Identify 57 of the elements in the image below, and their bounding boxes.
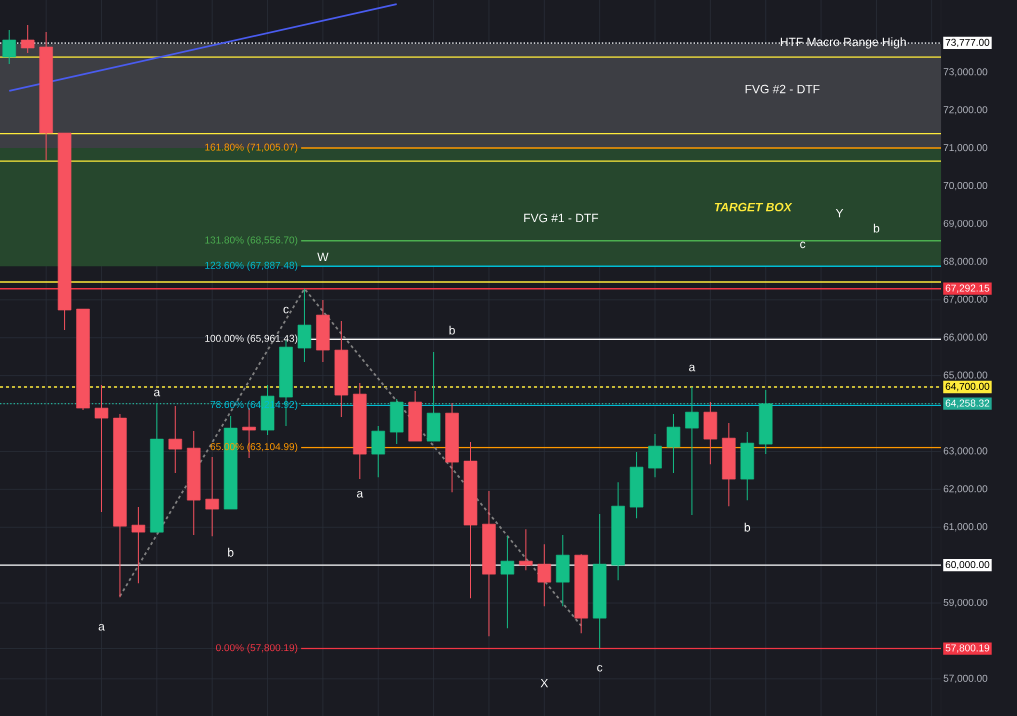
ref-line-label: 131.80% (68,556.70) [205, 236, 298, 246]
candlestick [2, 29, 16, 65]
candlestick [297, 288, 312, 363]
annotation: FVG #1 - DTF [524, 213, 599, 223]
ref-line-label: 161.80% (71,005.07) [205, 143, 298, 153]
candlestick [537, 543, 552, 607]
annotation: c [597, 664, 603, 672]
ref-line-label: 0.00% (57,800.19) [216, 643, 298, 654]
y-tick-label: 64,258.32 [945, 399, 990, 408]
candlestick [168, 405, 183, 474]
candlestick [519, 528, 533, 571]
annotation: a [98, 624, 105, 631]
y-tick-label: 57,000.00 [943, 674, 988, 683]
candlestick [205, 456, 219, 537]
y-tick-label: 68,000.00 [943, 257, 988, 267]
candlestick [685, 386, 699, 516]
y-tick-label: 70,000.00 [943, 181, 988, 191]
annotation: b [228, 547, 234, 557]
annotation: b [873, 223, 880, 233]
y-tick-label: 64,700.00 [945, 382, 990, 392]
y-tick-label: 71,000.00 [943, 144, 988, 153]
y-tick-label: 69,000.00 [943, 219, 988, 229]
candlestick [648, 433, 662, 478]
annotation: c [800, 241, 806, 249]
y-tick-label: 60,000.00 [945, 561, 990, 570]
candlestick [500, 535, 515, 629]
y-tick-label: 72,000.00 [943, 106, 988, 115]
ref-line-label: 123.60% (67,887.48) [205, 261, 298, 271]
candlestick [371, 425, 386, 478]
y-tick-label: 73,777.00 [945, 38, 990, 48]
y-tick-label: 65,000.00 [943, 371, 988, 380]
annotation: c [283, 306, 289, 314]
annotation: b [449, 325, 455, 335]
y-tick-label: 66,000.00 [943, 333, 988, 342]
ref-line-label: 100.00% (65,961.43) [205, 334, 298, 344]
annotation: a [689, 364, 696, 372]
y-tick-label: 63,000.00 [943, 447, 988, 456]
y-tick-label: 67,000.00 [943, 295, 988, 304]
candlestick [131, 506, 146, 584]
candlestick [666, 413, 681, 474]
annotation: W [317, 252, 329, 262]
y-tick-label: 59,000.00 [943, 598, 988, 608]
y-tick-label: 73,000.00 [943, 68, 988, 77]
band-label: TARGET BOX [714, 202, 793, 212]
annotation: Y [835, 208, 844, 218]
annotation: a [356, 490, 364, 498]
annotation: X [540, 678, 549, 688]
annotation: b [744, 522, 751, 532]
y-tick-label: 67,292.15 [945, 284, 990, 293]
candlestick [94, 384, 109, 513]
y-tick-label: 57,800.19 [945, 644, 990, 653]
annotation: HTF Macro Range High [780, 37, 906, 49]
annotation: a [154, 389, 161, 397]
y-tick-label: 62,000.00 [943, 485, 988, 494]
annotation: FVG #2 - DTF [745, 84, 820, 94]
candlestick [20, 24, 35, 54]
y-tick-label: 61,000.00 [943, 523, 988, 532]
